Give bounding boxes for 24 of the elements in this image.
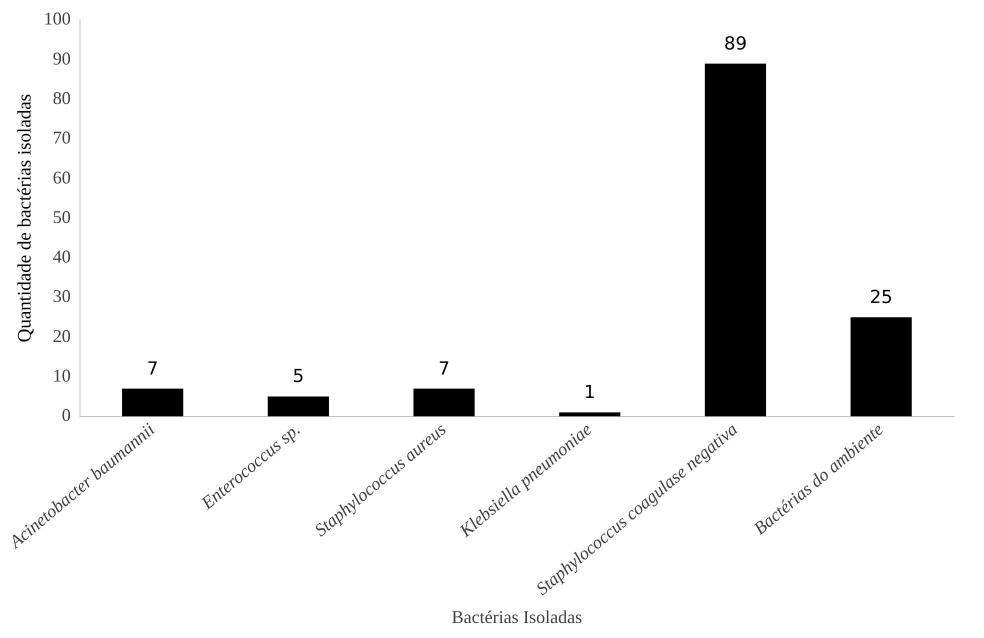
data-label: 7 xyxy=(146,358,158,380)
y-axis-title: Quantidade de bactérias isoladas xyxy=(14,94,36,342)
y-tick-label: 90 xyxy=(52,48,71,68)
y-tick-label: 60 xyxy=(52,167,71,188)
y-tick-label: 10 xyxy=(52,365,71,386)
bar xyxy=(122,388,184,416)
data-label: 7 xyxy=(438,358,450,380)
y-tick-label: 70 xyxy=(52,128,71,148)
y-tick-label: 0 xyxy=(62,405,71,426)
y-tick-label: 50 xyxy=(52,206,71,227)
bar xyxy=(850,317,912,416)
y-tick-label: 100 xyxy=(44,8,71,29)
y-tick-label: 40 xyxy=(52,246,71,267)
data-label: 5 xyxy=(292,366,304,388)
y-tick-label: 80 xyxy=(52,88,71,108)
data-label: 25 xyxy=(870,286,893,308)
data-label: 89 xyxy=(724,33,747,54)
bar xyxy=(413,388,475,416)
x-axis-title: Bactérias Isoladas xyxy=(452,606,582,627)
y-tick-label: 20 xyxy=(52,326,71,346)
bar xyxy=(268,396,329,416)
y-tick-label: 30 xyxy=(52,286,71,306)
data-label: 1 xyxy=(584,382,596,404)
bar xyxy=(704,64,766,416)
